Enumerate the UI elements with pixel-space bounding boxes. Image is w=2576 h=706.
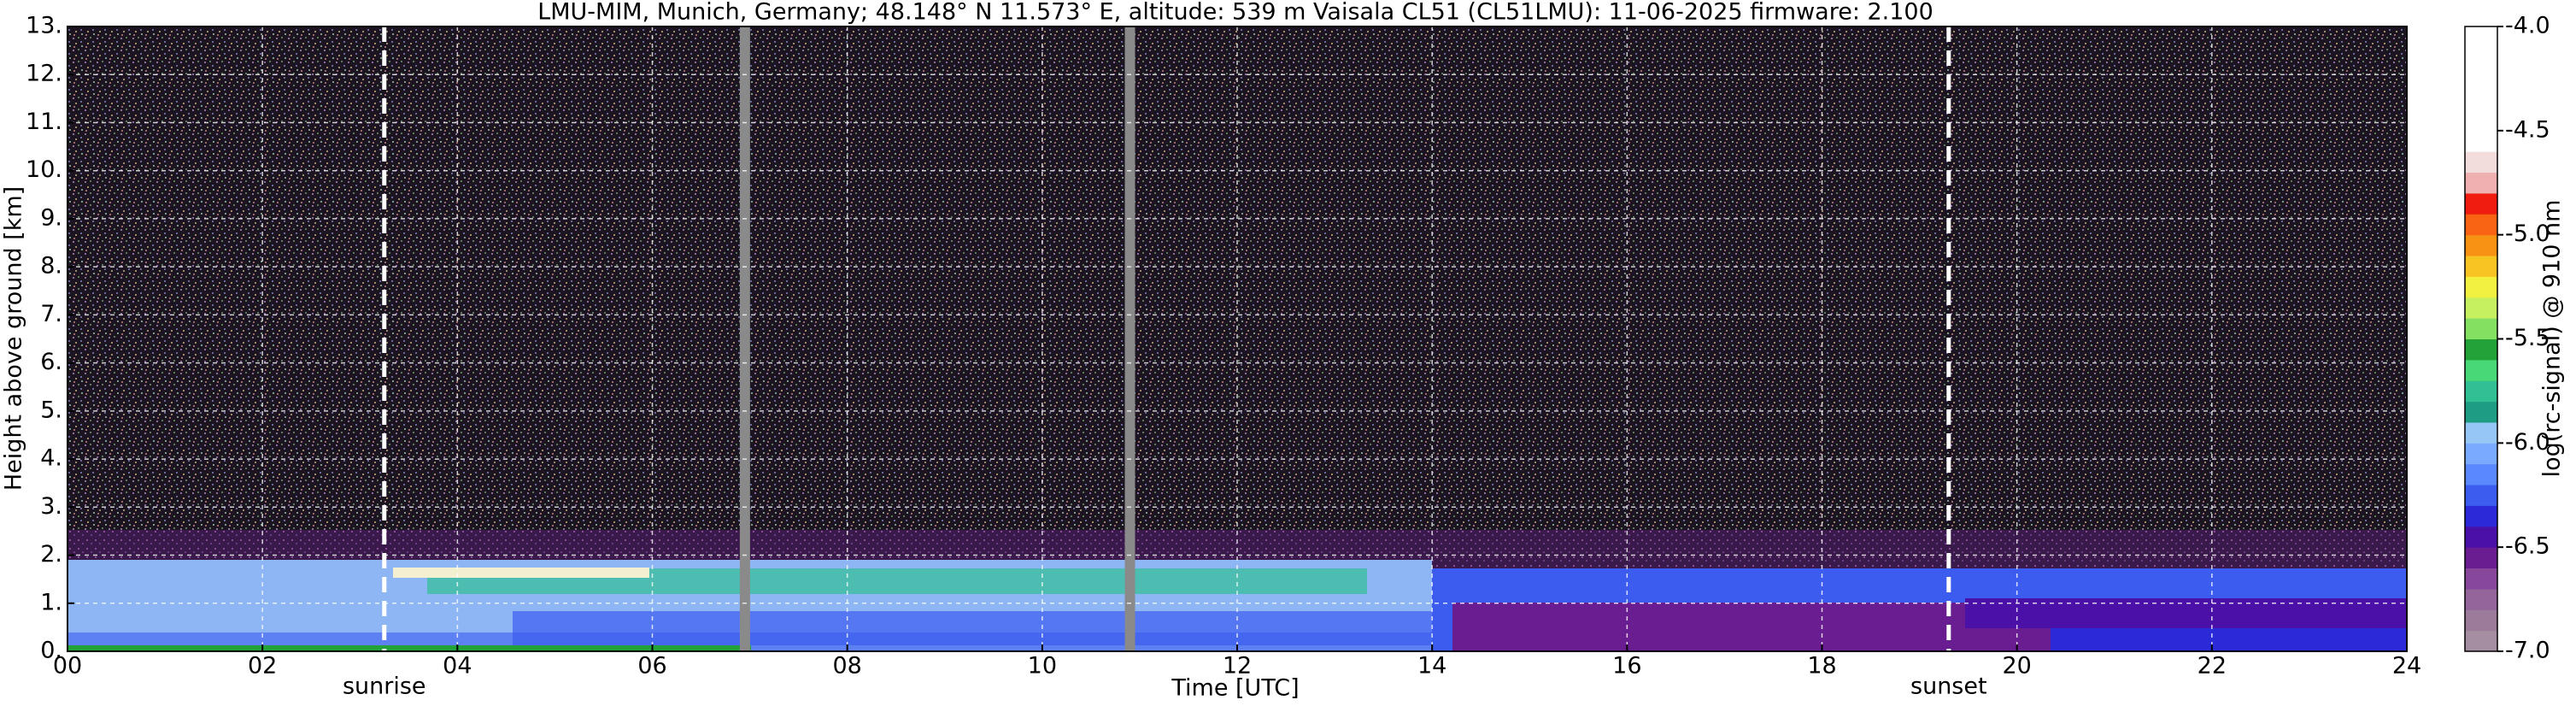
y-tick-label: 10. [26,156,62,183]
colorbar-band [2465,172,2497,194]
x-tick-label: 04 [443,653,472,680]
x-tick-label: 20 [2002,653,2031,680]
colorbar-tick-label: -4.0 [2505,13,2550,39]
x-axis-label: Time [UTC] [1171,675,1299,702]
colorbar-tick-label: -7.0 [2505,638,2550,664]
colorbar-band [2465,214,2497,236]
y-tick-label: 5. [40,397,62,423]
x-tick-label: 06 [637,653,666,680]
y-tick-label: 11. [26,109,62,135]
colorbar-band [2465,630,2497,652]
colorbar-band [2465,68,2497,90]
colorbar-band [2465,338,2497,361]
y-tick-label: 13. [26,13,62,39]
colorbar-band [2465,109,2497,132]
aerosol-layer [2051,628,2407,651]
aerosol-layer [1452,603,2051,651]
colorbar-band [2465,568,2497,590]
y-axis-label: Height above ground [km] [1,186,27,491]
aerosol-layer [393,568,649,578]
x-tick-label: 14 [1417,653,1446,680]
x-tick-label: 02 [248,653,277,680]
x-tick-label: 08 [832,653,861,680]
plot-frame [67,26,2408,652]
missing-data [1124,26,1135,651]
y-tick-label: 1. [40,589,62,615]
x-tick-label: 12 [1223,653,1252,680]
x-tick-label: 16 [1612,653,1641,680]
missing-data [739,26,750,651]
x-tick-label: 00 [53,653,82,680]
y-tick-label: 7. [40,301,62,327]
colorbar-label: log(rc-signal) @ 910 nm [2539,200,2566,478]
y-tick-label: 3. [40,493,62,520]
chart-title: LMU-MIM, Munich, Germany; 48.148° N 11.5… [537,0,1933,26]
colorbar-band [2465,609,2497,632]
colorbar-band [2465,89,2497,110]
colorbar-tick-label: -5.0 [2505,221,2550,247]
annotation-label: sunrise [343,674,426,700]
x-tick-label: 24 [2392,653,2421,680]
colorbar-band [2465,401,2497,423]
x-tick-label: 22 [2198,653,2227,680]
colorbar-band [2465,588,2497,610]
aerosol-layer [513,611,1432,645]
colorbar-band [2465,463,2497,485]
colorbar-band [2465,318,2497,339]
y-tick-label: 9. [40,204,62,231]
colorbar-tick-label: -6.0 [2505,429,2550,456]
colorbar-band [2465,192,2497,215]
y-tick-label: 6. [40,349,62,375]
colorbar-band [2465,526,2497,548]
colorbar-band [2465,130,2497,152]
colorbar-band [2465,26,2497,48]
annotation-label: sunset [1910,674,1987,700]
colorbar-band [2465,421,2497,444]
colorbar-band [2465,380,2497,403]
y-tick-label: 8. [40,253,62,279]
colorbar-band [2465,256,2497,277]
colorbar-band [2465,359,2497,381]
colorbar-tick-label: -6.5 [2505,533,2550,560]
colorbar-band [2465,485,2497,506]
x-tick-label: 18 [1807,653,1836,680]
colorbar-band [2465,505,2497,527]
colorbar-tick-label: -5.5 [2505,325,2550,351]
y-tick-label: 0. [40,638,62,664]
colorbar-band [2465,47,2497,69]
colorbar-band [2465,151,2497,174]
colorbar-band [2465,297,2497,319]
y-tick-label: 2. [40,541,62,568]
y-tick-label: 12. [26,61,62,87]
x-tick-label: 10 [1028,653,1057,680]
colorbar-band [2465,234,2497,256]
colorbar-band [2465,443,2497,465]
aerosol-layer [67,645,751,651]
colorbar-band [2465,276,2497,298]
colorbar-band [2465,547,2497,569]
y-tick-label: 4. [40,445,62,472]
colorbar-tick-label: -4.5 [2505,116,2550,143]
